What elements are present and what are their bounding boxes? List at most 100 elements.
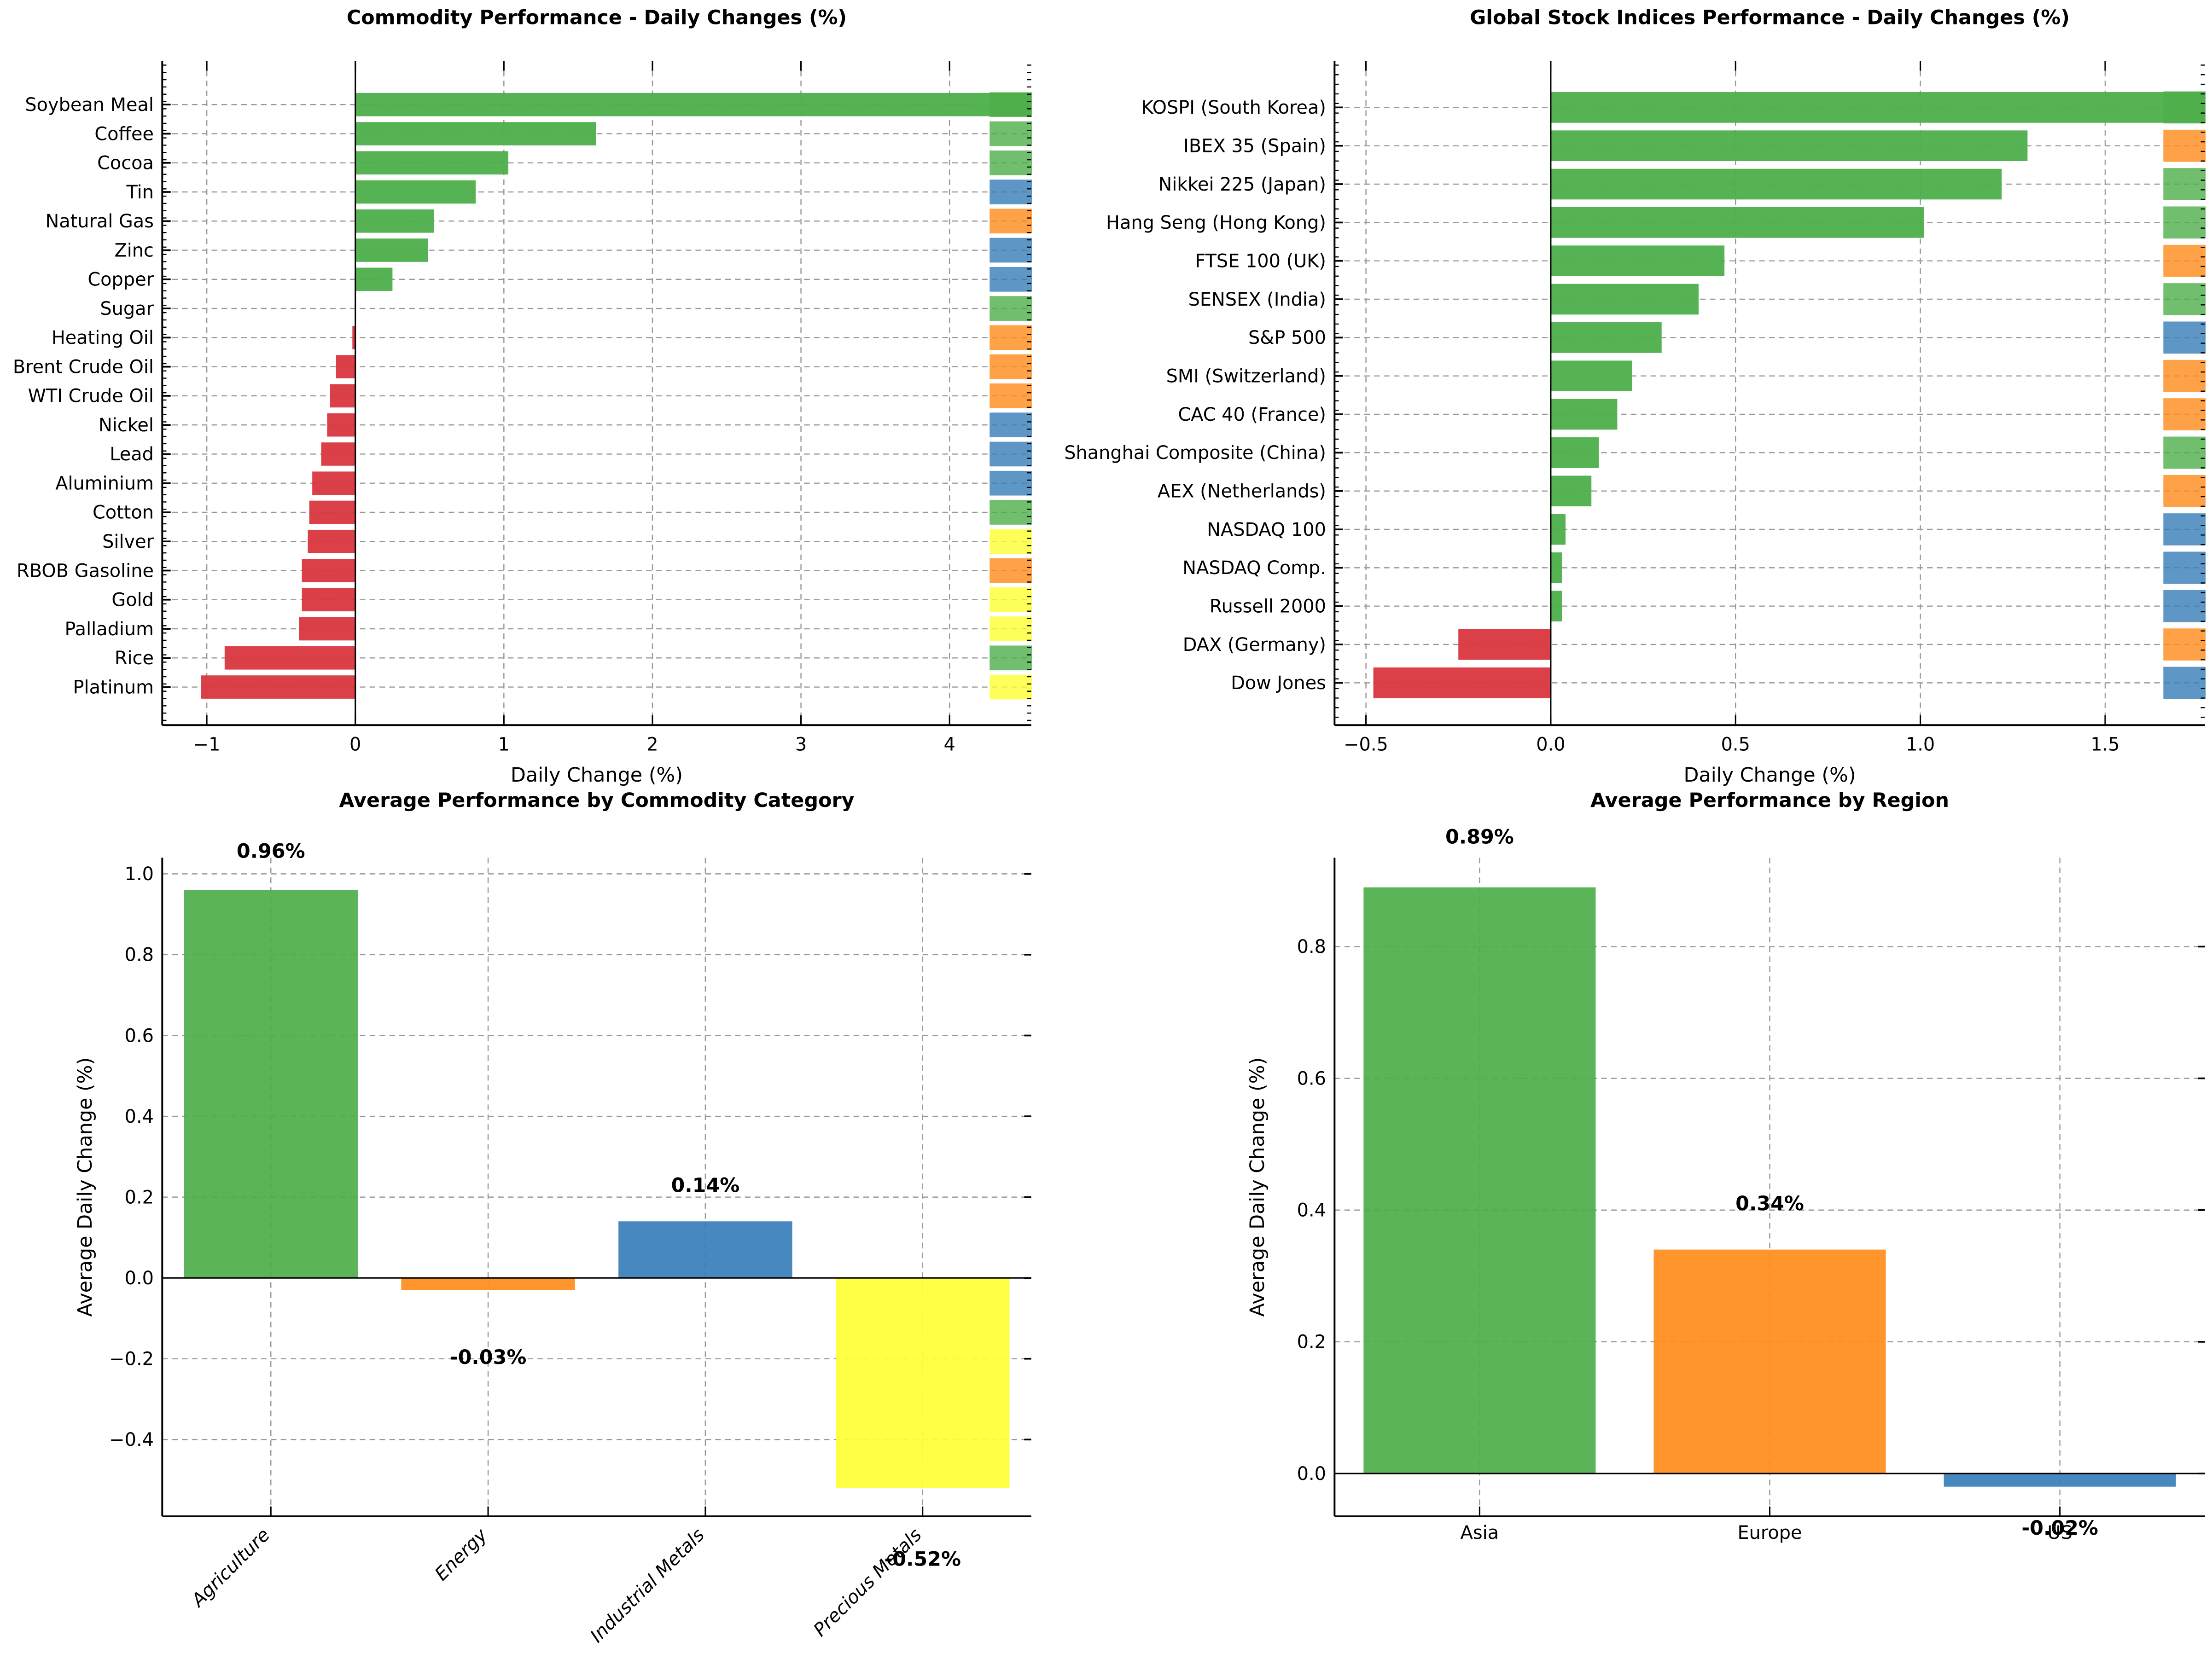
region-average-chart: Average Performance by Region 0.0 0.2 0.4 0.… [1246, 789, 2205, 1543]
bar [299, 617, 355, 641]
group-color-marker [2163, 129, 2206, 162]
x-tick-label: −0.5 [1344, 734, 1388, 755]
bar [355, 93, 1031, 116]
bar [184, 890, 358, 1278]
category-label: FTSE 100 (UK) [1195, 250, 1326, 272]
bar [1550, 130, 2028, 162]
group-color-marker [990, 354, 1032, 379]
category-label: Cocoa [97, 153, 154, 174]
bar [201, 675, 355, 699]
y-tick-label: 0.4 [125, 1106, 154, 1127]
value-label: -0.02% [2021, 1517, 2098, 1540]
group-color-marker [2163, 590, 2206, 622]
bar [224, 646, 355, 670]
bar [1550, 92, 2205, 123]
group-color-marker [990, 267, 1032, 292]
y-tick-label: 0.0 [1297, 1463, 1326, 1485]
category-label: Sugar [100, 298, 154, 319]
bar [1363, 887, 1596, 1474]
value-label: -0.52% [884, 1548, 961, 1571]
value-label: 0.89% [1445, 826, 1514, 849]
x-tick-label: 1.5 [2090, 734, 2119, 755]
group-color-marker [990, 500, 1032, 525]
bar [321, 442, 355, 466]
bar [308, 529, 355, 553]
x-tick-label: 3 [795, 734, 807, 755]
group-color-marker [2163, 244, 2206, 277]
bar [1550, 207, 1924, 238]
chart-title: Global Stock Indices Performance - Daily… [1470, 6, 2070, 29]
category-average-chart: Average Performance by Commodity Categor… [74, 789, 1031, 1647]
category-label: Cotton [93, 502, 154, 523]
bar [355, 267, 393, 291]
bar [1550, 245, 1725, 277]
group-color-marker [990, 441, 1032, 467]
y-tick-label: 1.0 [125, 864, 154, 885]
group-color-marker [2163, 475, 2206, 507]
value-label: 0.14% [671, 1174, 740, 1197]
group-color-marker [990, 529, 1032, 554]
group-color-marker [990, 238, 1032, 263]
value-label: 0.34% [1735, 1192, 1804, 1215]
y-tick-label: 0.6 [1297, 1068, 1326, 1089]
group-color-marker [990, 92, 1032, 117]
y-tick-label: −0.4 [109, 1429, 154, 1450]
stock-indices-chart: Global Stock Indices Performance - Daily… [1064, 6, 2206, 787]
group-color-marker [990, 296, 1032, 321]
category-label: Asia [1461, 1522, 1499, 1543]
group-color-marker [2163, 628, 2206, 661]
chart-title: Average Performance by Commodity Categor… [339, 789, 854, 812]
category-label: US [2047, 1522, 2072, 1543]
category-label: SMI (Switzerland) [1166, 365, 1326, 387]
bar [352, 326, 355, 349]
x-tick-label: 2 [646, 734, 658, 755]
category-label: Brent Crude Oil [13, 356, 154, 377]
group-color-marker [990, 470, 1032, 496]
category-label: Aluminium [55, 473, 154, 494]
group-color-marker [990, 558, 1032, 583]
category-label: Rice [115, 648, 154, 669]
y-axis-label: Average Daily Change (%) [74, 1057, 97, 1317]
category-label: Russell 2000 [1210, 596, 1326, 617]
category-label: Copper [87, 269, 154, 290]
bar [330, 384, 355, 408]
y-tick-label: 0.4 [1297, 1200, 1326, 1221]
category-label: Industrial Metals [586, 1524, 709, 1647]
category-label: Natural Gas [45, 211, 154, 232]
group-color-marker [990, 412, 1032, 437]
category-label: Coffee [94, 123, 154, 145]
group-color-marker [2163, 321, 2206, 354]
value-label: 0.96% [237, 840, 305, 863]
group-color-marker [990, 616, 1032, 641]
group-color-marker [2163, 667, 2206, 699]
category-label: Europe [1737, 1522, 1802, 1543]
category-label: Precious Metals [809, 1524, 926, 1641]
category-label: AEX (Netherlands) [1158, 481, 1326, 502]
bar [1550, 552, 1562, 583]
category-label: DAX (Germany) [1183, 634, 1326, 655]
category-label: Agriculture [186, 1524, 274, 1612]
bar [1458, 629, 1551, 660]
bar [1653, 1249, 1886, 1474]
group-color-marker [990, 645, 1032, 671]
category-label: Silver [102, 531, 154, 552]
category-label: Dow Jones [1231, 673, 1326, 694]
category-label: Soybean Meal [25, 94, 154, 116]
bar [302, 588, 355, 612]
chart-title: Commodity Performance - Daily Changes (%… [347, 6, 847, 29]
category-label: RBOB Gasoline [17, 560, 154, 581]
y-axis-label: Average Daily Change (%) [1246, 1057, 1269, 1317]
value-label: -0.03% [450, 1346, 527, 1369]
chart-title: Average Performance by Region [1590, 789, 1949, 812]
group-color-marker [990, 587, 1032, 612]
category-label: WTI Crude Oil [28, 386, 154, 407]
group-color-marker [2163, 91, 2206, 124]
bar [1944, 1473, 2176, 1487]
category-label: Lead [110, 444, 154, 465]
category-label: IBEX 35 (Spain) [1183, 135, 1326, 157]
category-label: Heating Oil [52, 327, 154, 348]
y-tick-label: 0.8 [1297, 936, 1326, 957]
group-color-marker [2163, 206, 2206, 239]
bar [1550, 591, 1562, 622]
